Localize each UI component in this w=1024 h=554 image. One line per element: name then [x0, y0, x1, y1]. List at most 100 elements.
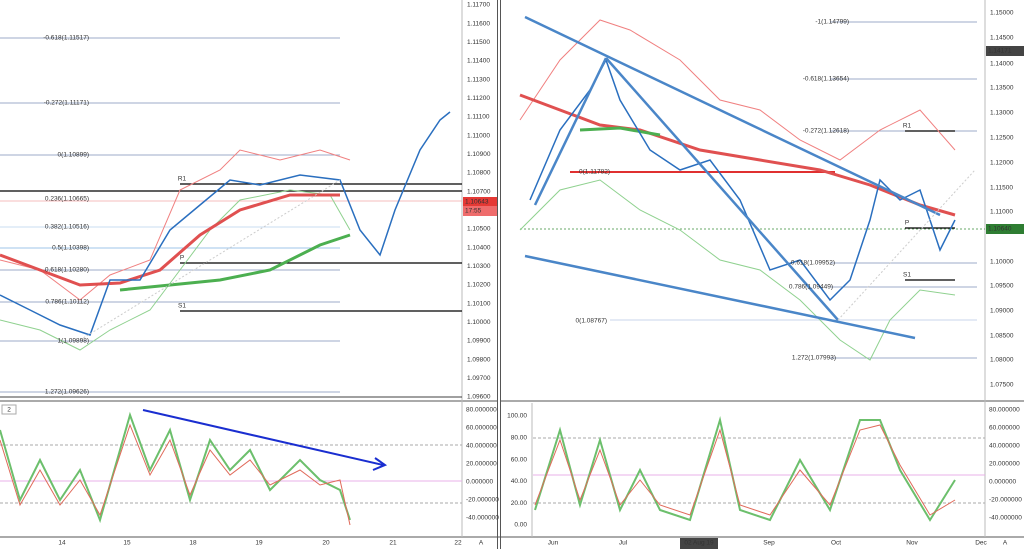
osc-label: 20.00 — [511, 500, 528, 507]
osc-label: 20.000000 — [989, 461, 1020, 468]
x-label: 21 — [389, 540, 397, 547]
x-label: 20 — [322, 540, 330, 547]
x-label: Dec — [975, 540, 987, 547]
osc-badge: 2 — [7, 407, 11, 414]
osc-label: 40.00 — [511, 478, 528, 485]
fib-label: 0.5(1.10398) — [52, 245, 89, 252]
osc-label: -40.000000 — [989, 515, 1022, 522]
fib-label: 1.272(1.09626) — [45, 389, 89, 396]
last-price-badge-bg — [986, 46, 1024, 56]
price-label: 1.09800 — [467, 356, 491, 363]
fib-label: 0.618(1.10280) — [45, 267, 89, 274]
price-label: 1.11600 — [467, 20, 490, 27]
price-label: 1.10000 — [990, 259, 1014, 266]
pivot-label: S1 — [178, 303, 186, 310]
last-price-badge: 1.14171 — [988, 48, 1012, 55]
fib-label: -0.618(1.13654) — [803, 76, 849, 83]
fib-label: -1(1.14799) — [815, 19, 849, 26]
fib-label: 0.382(1.10516) — [45, 224, 89, 231]
osc-label: 0.000000 — [989, 479, 1016, 486]
osc-label: 20.000000 — [466, 461, 497, 468]
pivot-label: P — [180, 255, 184, 262]
fib-label: 1.272(1.07993) — [792, 355, 836, 362]
price-badge: 1.10640 — [988, 226, 1012, 233]
osc-label: 60.00 — [511, 456, 528, 463]
fib-label: 0.236(1.10665) — [45, 196, 89, 203]
x-label: 14 — [58, 540, 66, 547]
price-label: 1.13500 — [990, 85, 1014, 92]
oscillators — [0, 409, 985, 526]
left-pivots — [0, 183, 462, 312]
price-label: 1.11700 — [467, 2, 490, 9]
osc-label: 40.000000 — [466, 443, 497, 450]
osc-label: 80.000000 — [989, 407, 1020, 414]
osc-label: 40.000000 — [989, 443, 1020, 450]
osc-label: 80.00 — [511, 435, 528, 442]
price-badge: 1.10643 — [465, 199, 489, 206]
right-pivots — [905, 130, 955, 281]
price-label: 1.11500 — [467, 39, 490, 46]
price-label: 1.07500 — [990, 382, 1014, 389]
osc-label: 80.000000 — [466, 407, 497, 414]
price-label: 1.12500 — [990, 135, 1014, 142]
price-label: 1.10300 — [467, 263, 491, 270]
price-label: 1.11000 — [467, 132, 490, 139]
fib-label: 0.786(1.09449) — [789, 284, 833, 291]
price-label: 1.11200 — [467, 95, 490, 102]
price-label: 1.10400 — [467, 244, 491, 251]
osc-label: 100.00 — [507, 413, 527, 420]
price-label: 1.09900 — [467, 338, 491, 345]
osc-label: -20.000000 — [466, 497, 499, 504]
pivot-label: S1 — [903, 272, 911, 279]
price-badge-bg — [463, 197, 497, 207]
axis-corner: A — [479, 540, 484, 547]
fib-label: 0(1.11782) — [579, 169, 610, 176]
x-label: Sep — [763, 540, 775, 547]
price-label: 1.11000 — [990, 209, 1013, 216]
price-badge-bg — [986, 224, 1024, 234]
osc-label: 60.000000 — [466, 425, 497, 432]
price-label: 1.09500 — [990, 283, 1014, 290]
price-label: 1.10200 — [467, 282, 491, 289]
price-label: 1.14500 — [990, 35, 1014, 42]
fib-label: 0.618(1.09952) — [791, 260, 835, 267]
price-label: 1.10900 — [467, 151, 491, 158]
right-fib-lines — [520, 21, 985, 359]
price-label: 1.09000 — [990, 308, 1014, 315]
price-label: 1.11400 — [467, 58, 490, 65]
price-label: 1.10100 — [467, 300, 491, 307]
osc-label: -20.000000 — [989, 497, 1022, 504]
fib-label: 1(1.09898) — [58, 338, 89, 345]
date-badge: 02 Aug 19 — [684, 540, 714, 547]
axis-corner: A — [1003, 540, 1008, 547]
price-label: 1.08000 — [990, 357, 1014, 364]
pivot-label: R1 — [178, 176, 187, 183]
osc-label: -40.000000 — [466, 515, 499, 522]
time-badge-bg — [463, 206, 497, 216]
price-label: 1.12000 — [990, 160, 1014, 167]
price-label: 1.10700 — [467, 188, 491, 195]
x-label: Nov — [906, 540, 918, 547]
x-label: 18 — [189, 540, 197, 547]
left-fib-lines — [0, 37, 462, 398]
right-indicators — [519, 15, 976, 361]
pivot-label: R1 — [903, 123, 912, 130]
price-label: 1.11300 — [467, 76, 490, 83]
price-label: 1.10000 — [467, 319, 491, 326]
fib-label: 0.786(1.10112) — [45, 299, 89, 306]
osc-label: 0.000000 — [466, 479, 493, 486]
price-label: 1.09700 — [467, 375, 491, 382]
price-label: 1.13000 — [990, 110, 1014, 117]
price-label: 1.11500 — [990, 185, 1013, 192]
price-label: 1.08500 — [990, 333, 1014, 340]
fib-label: -0.272(1.12618) — [803, 128, 849, 135]
x-label: 22 — [454, 540, 462, 547]
price-label: 1.10800 — [467, 170, 491, 177]
x-label: 19 — [255, 540, 263, 547]
price-label: 1.15000 — [990, 10, 1014, 17]
osc-label: 60.000000 — [989, 425, 1020, 432]
fib-label: -0.618(1.11517) — [43, 35, 89, 42]
left-indicators — [0, 111, 451, 351]
